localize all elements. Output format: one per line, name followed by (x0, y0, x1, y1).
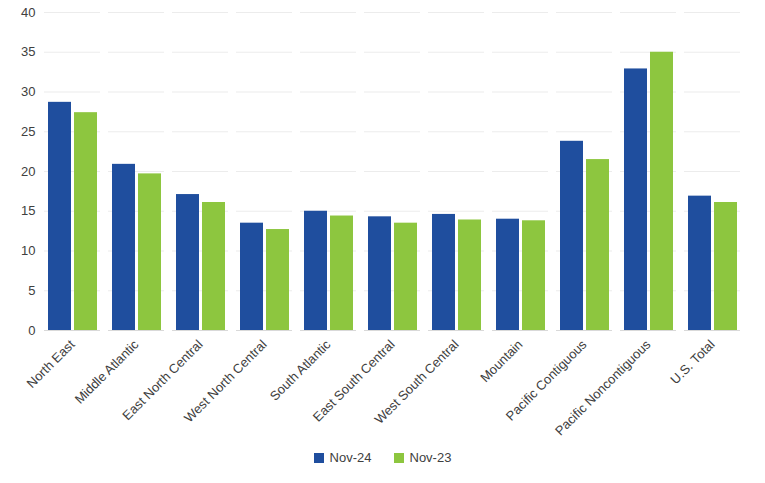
svg-text:5: 5 (28, 283, 35, 298)
svg-text:35: 35 (21, 44, 35, 59)
svg-text:20: 20 (21, 164, 35, 179)
svg-text:East South Central: East South Central (309, 336, 398, 425)
html-text:Nov-24: Nov-24 (329, 450, 372, 465)
svg-text:East North Central: East North Central (119, 336, 206, 423)
svg-text:Middle Atlantic: Middle Atlantic (72, 336, 142, 406)
svg-text:West South Central: West South Central (371, 337, 461, 427)
svg-text:10: 10 (21, 243, 35, 258)
svg-text:Pacific Noncontiguous: Pacific Noncontiguous (552, 336, 654, 438)
svg-text:West North Central: West North Central (181, 337, 270, 426)
svg-text:Mountain: Mountain (477, 337, 525, 385)
svg-text:0: 0 (28, 323, 35, 338)
svg-text:North East: North East (24, 337, 78, 391)
svg-text:South Atlantic: South Atlantic (267, 336, 334, 403)
svg-text:30: 30 (21, 84, 35, 99)
svg-text:U.S. Total: U.S. Total (667, 337, 717, 387)
svg-text:25: 25 (21, 124, 35, 139)
html-text:Nov-23: Nov-23 (409, 450, 452, 465)
svg-text:40: 40 (21, 5, 35, 20)
svg-text:Pacific Contiguous: Pacific Contiguous (502, 336, 590, 424)
svg-text:15: 15 (21, 203, 35, 218)
